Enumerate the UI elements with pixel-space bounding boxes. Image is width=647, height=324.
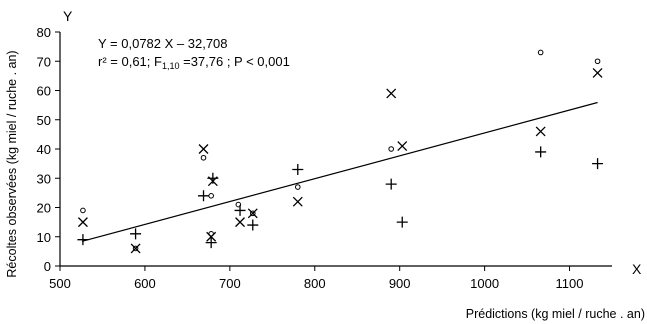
y-tick-label: 10 <box>37 230 51 245</box>
y-ticks: 0 10 20 30 40 50 60 70 80 <box>37 25 60 274</box>
circle-point <box>80 207 86 214</box>
x-tick-label: 800 <box>304 276 326 291</box>
plus-point <box>205 237 217 249</box>
regression-stats: r² = 0,61; F1,10 =37,76 ; P < 0,001 <box>98 54 290 71</box>
x-ticks: 500 600 700 800 900 1000 1100 <box>49 266 584 291</box>
plus-point <box>535 146 547 158</box>
y-axis-label: Récoltes observées (kg miel / ruche . an… <box>5 50 19 277</box>
cross-point <box>77 217 88 228</box>
cross-point <box>535 126 546 137</box>
cross-point <box>592 67 603 78</box>
plus-point <box>592 158 604 170</box>
plus-point <box>234 204 246 216</box>
stats-prefix: r² = 0,61; F <box>98 54 162 69</box>
x-tick-label: 700 <box>219 276 241 291</box>
x-axis-label: Prédictions (kg miel / ruche . an) <box>466 307 645 321</box>
y-tick-label: 20 <box>37 201 51 216</box>
plus-point <box>77 234 89 246</box>
cross-point <box>198 144 209 154</box>
cross-point <box>292 196 303 207</box>
y-tick-label: 50 <box>37 113 51 128</box>
y-tick-label: 60 <box>37 84 51 99</box>
circle-point <box>537 49 544 56</box>
cross-point <box>386 88 397 99</box>
circle-point <box>594 58 601 65</box>
regression-line-group <box>81 101 598 242</box>
circle-point <box>208 193 214 199</box>
x-tick-label: 900 <box>389 276 411 291</box>
x-tick-label: 1000 <box>470 276 499 291</box>
y-tick-label: 0 <box>44 259 51 274</box>
cross-point <box>130 243 141 254</box>
x-axis-name: X <box>632 261 642 277</box>
plus-point <box>385 178 397 190</box>
plus-point <box>130 228 142 240</box>
plus-point <box>396 216 408 228</box>
y-tick-label: 70 <box>37 54 51 69</box>
cross-point <box>206 231 217 242</box>
circle-point <box>294 184 301 190</box>
y-tick-label: 30 <box>37 171 51 186</box>
plus-point <box>292 163 304 175</box>
y-tick-label: 80 <box>37 25 51 40</box>
stats-subscript: 1,10 <box>162 61 180 71</box>
x-tick-label: 600 <box>134 276 156 291</box>
plus-point <box>247 219 259 231</box>
x-tick-label: 1100 <box>556 276 584 291</box>
regression-equation: Y = 0,0782 X – 32,708 <box>98 36 228 51</box>
circle-point <box>388 146 395 152</box>
x-tick-label: 500 <box>49 276 71 291</box>
cross-point <box>247 208 258 219</box>
data-points <box>77 49 604 254</box>
regression-line <box>81 101 598 242</box>
stats-suffix: =37,76 ; P < 0,001 <box>179 54 289 69</box>
plus-point <box>207 172 219 184</box>
y-tick-label: 40 <box>37 142 51 157</box>
y-axis-name: Y <box>63 8 73 24</box>
cross-point <box>235 217 245 228</box>
cross-point <box>397 141 408 152</box>
circle-point <box>200 154 207 161</box>
plus-point <box>198 190 210 202</box>
